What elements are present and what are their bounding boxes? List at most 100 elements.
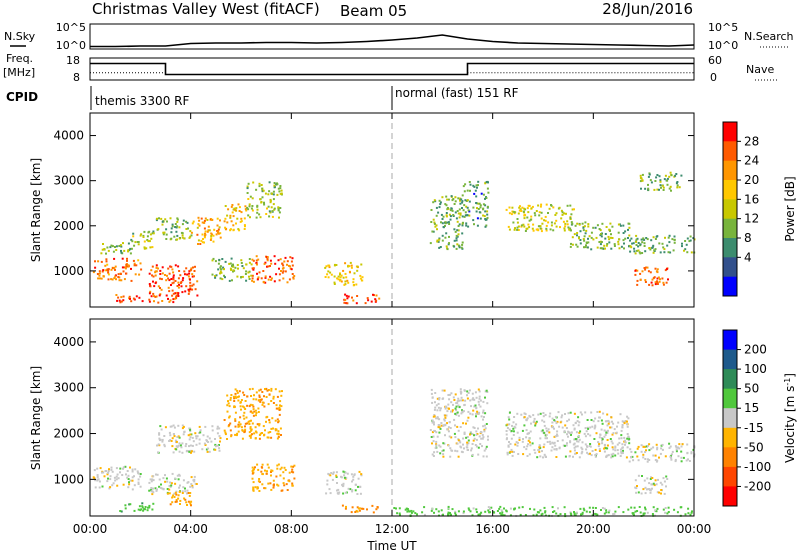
velocity-cell bbox=[107, 470, 110, 473]
power-cell bbox=[214, 275, 217, 277]
power-cell bbox=[248, 261, 251, 264]
velocity-cell bbox=[537, 511, 540, 514]
velocity-cell bbox=[211, 425, 214, 428]
power-cell bbox=[289, 256, 292, 259]
velocity-cell bbox=[519, 513, 522, 516]
velocity-cell bbox=[206, 439, 208, 442]
velocity-cell bbox=[477, 400, 480, 403]
velocity-cell bbox=[648, 443, 651, 446]
power-cell bbox=[623, 247, 625, 250]
power-cell bbox=[669, 171, 672, 174]
velocity-cell bbox=[594, 454, 597, 456]
velocity-cell bbox=[139, 473, 142, 475]
velocity-cell bbox=[416, 513, 418, 516]
power-cell bbox=[596, 246, 599, 249]
velocity-cell bbox=[612, 422, 615, 425]
velocity-cell bbox=[131, 468, 134, 471]
power-cell bbox=[578, 237, 580, 240]
velocity-cell bbox=[250, 395, 252, 397]
velocity-cell bbox=[634, 451, 637, 454]
power-cell bbox=[445, 214, 448, 217]
velocity-cell bbox=[244, 422, 247, 425]
velocity-cell bbox=[206, 450, 209, 453]
power-cell bbox=[484, 218, 487, 221]
power-cell bbox=[193, 275, 195, 278]
velocity-cell bbox=[486, 391, 489, 393]
velocity-cell bbox=[644, 451, 647, 453]
velocity-cell bbox=[505, 430, 508, 432]
velocity-label-main: Velocity [m s bbox=[783, 386, 797, 463]
power-cell bbox=[339, 273, 341, 276]
power-cell bbox=[107, 249, 110, 252]
velocity-cell bbox=[628, 438, 631, 441]
velocity-cell bbox=[352, 478, 355, 481]
power-cell bbox=[255, 259, 258, 262]
power-cell bbox=[245, 209, 248, 212]
power-cell bbox=[656, 174, 659, 176]
velocity-cell bbox=[442, 453, 445, 456]
power-cell bbox=[578, 223, 581, 226]
velocity-cell bbox=[484, 510, 487, 513]
power-cell bbox=[653, 249, 656, 252]
velocity-cell bbox=[454, 393, 457, 396]
power-cell bbox=[520, 210, 523, 212]
velocity-cell bbox=[218, 447, 221, 450]
velocity-cell bbox=[431, 401, 434, 404]
power-cell bbox=[264, 192, 267, 195]
velocity-cell bbox=[463, 433, 466, 435]
power-cell bbox=[104, 264, 107, 267]
velocity-cell bbox=[568, 418, 570, 421]
velocity-cell bbox=[625, 456, 628, 459]
power-cell bbox=[189, 230, 192, 233]
power-cell bbox=[364, 302, 367, 305]
velocity-cell bbox=[199, 429, 202, 432]
power-cell bbox=[251, 258, 254, 261]
x-tick-label: 08:00 bbox=[274, 522, 309, 536]
velocity-cell bbox=[115, 478, 118, 481]
velocity-cell bbox=[251, 404, 254, 407]
velocity-cell bbox=[523, 416, 526, 419]
velocity-cell bbox=[447, 407, 450, 410]
power-cell bbox=[115, 249, 118, 251]
power-cell bbox=[342, 269, 345, 272]
velocity-cell bbox=[600, 437, 603, 439]
velocity-cell bbox=[607, 419, 610, 422]
power-cell bbox=[680, 174, 683, 177]
cpid-segment-2: normal (fast) 151 RF bbox=[395, 86, 519, 100]
velocity-cell bbox=[573, 438, 576, 441]
velocity-cell bbox=[615, 431, 618, 434]
velocity-cell bbox=[485, 423, 488, 425]
power-cell bbox=[229, 267, 232, 270]
power-cell bbox=[647, 270, 650, 273]
velocity-cell bbox=[601, 442, 604, 445]
velocity-cell bbox=[483, 449, 486, 452]
velocity-cell bbox=[454, 449, 457, 452]
power-cell bbox=[604, 247, 606, 250]
power-cell bbox=[539, 205, 542, 208]
velocity-cell bbox=[223, 419, 226, 421]
power-cell bbox=[627, 222, 630, 225]
velocity-cell bbox=[261, 473, 264, 476]
velocity-cell bbox=[644, 508, 647, 511]
velocity-cell bbox=[177, 424, 180, 427]
velocity-cell bbox=[633, 514, 635, 517]
power-cell bbox=[127, 249, 130, 252]
power-cell bbox=[185, 220, 188, 223]
power-cell bbox=[540, 230, 543, 233]
velocity-cell bbox=[507, 445, 510, 448]
velocity-cell bbox=[658, 456, 660, 459]
power-cell bbox=[262, 280, 265, 283]
velocity-cell bbox=[578, 456, 581, 459]
power-cell bbox=[244, 205, 247, 208]
velocity-cell bbox=[432, 440, 435, 443]
power-cell bbox=[150, 269, 153, 272]
velocity-cell bbox=[592, 420, 595, 423]
velocity-cell bbox=[119, 467, 122, 470]
velocity-label-exp: -1 bbox=[783, 378, 792, 386]
power-cell bbox=[284, 270, 287, 273]
velocity-cell bbox=[506, 427, 509, 429]
velocity-cell bbox=[593, 438, 596, 440]
power-cell bbox=[658, 242, 661, 245]
power-cell bbox=[127, 242, 130, 245]
velocity-cell bbox=[144, 506, 147, 508]
